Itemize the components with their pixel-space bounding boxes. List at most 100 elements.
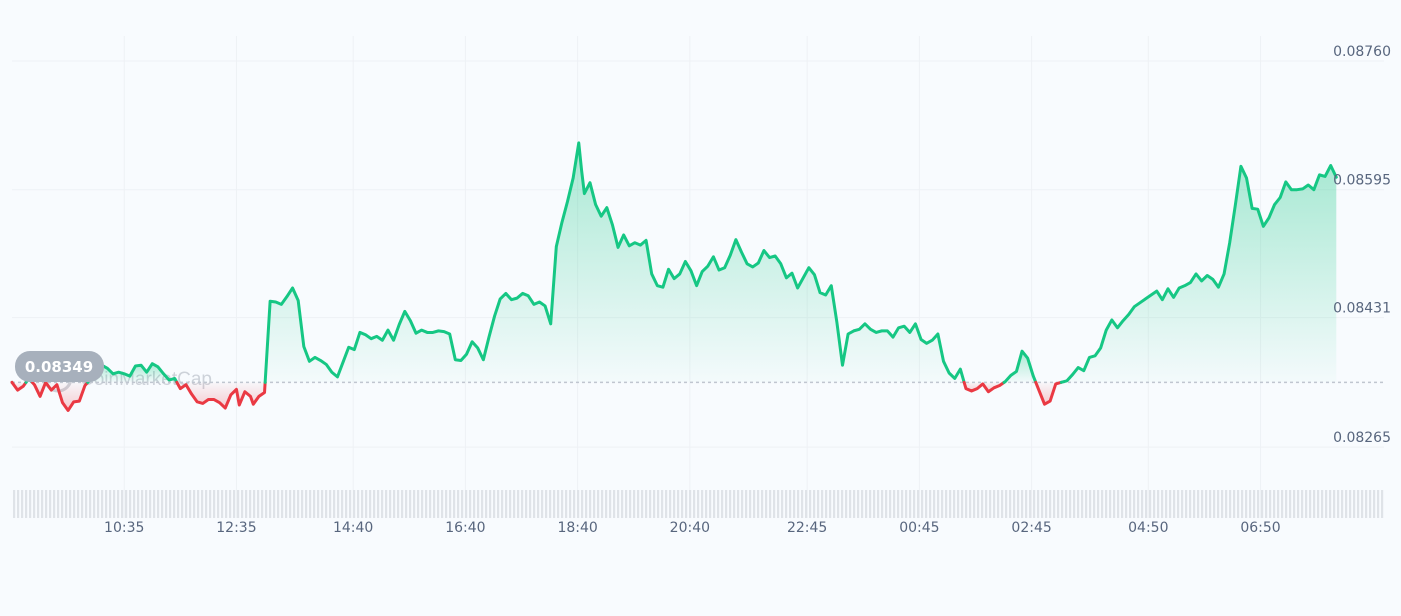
- volume-bar: [1005, 490, 1008, 518]
- volume-bar: [1213, 490, 1216, 518]
- volume-bar: [641, 490, 644, 518]
- volume-bar: [545, 490, 548, 518]
- volume-bar: [765, 490, 768, 518]
- volume-bar: [1277, 490, 1280, 518]
- volume-bar: [381, 490, 384, 518]
- volume-bar: [1301, 490, 1304, 518]
- volume-bar: [1085, 490, 1088, 518]
- volume-bar: [1077, 490, 1080, 518]
- volume-bar: [729, 490, 732, 518]
- volume-bar: [1365, 490, 1368, 518]
- volume-bar: [405, 490, 408, 518]
- price-line-down-3: [30, 380, 48, 398]
- volume-bar: [745, 490, 748, 518]
- volume-bar: [841, 490, 844, 518]
- volume-bar: [733, 490, 736, 518]
- volume-bar: [557, 490, 560, 518]
- volume-bar: [617, 490, 620, 518]
- volume-bar: [505, 490, 508, 518]
- volume-bar: [949, 490, 952, 518]
- volume-bar: [945, 490, 948, 518]
- volume-bar: [977, 490, 980, 518]
- volume-bar: [469, 490, 472, 518]
- volume-bar: [49, 490, 52, 518]
- volume-bar: [685, 490, 688, 518]
- volume-bar: [665, 490, 668, 518]
- volume-bar: [29, 490, 32, 518]
- volume-bar: [717, 490, 720, 518]
- volume-bar: [453, 490, 456, 518]
- volume-bar: [285, 490, 288, 518]
- volume-bar: [97, 490, 100, 518]
- volume-bar: [1013, 490, 1016, 518]
- volume-bar: [501, 490, 504, 518]
- volume-bar: [1289, 490, 1292, 518]
- volume-bar: [457, 490, 460, 518]
- x-tick-label-7: 00:45: [899, 520, 939, 536]
- volume-bar: [901, 490, 904, 518]
- volume-bar: [737, 490, 740, 518]
- volume-bar: [645, 490, 648, 518]
- volume-bar: [981, 490, 984, 518]
- volume-bar: [649, 490, 652, 518]
- volume-bar: [1313, 490, 1316, 518]
- volume-bar: [241, 490, 244, 518]
- volume-bar: [677, 490, 680, 518]
- volume-bar: [361, 490, 364, 518]
- volume-bar: [577, 490, 580, 518]
- volume-bar: [461, 490, 464, 518]
- volume-bar: [321, 490, 324, 518]
- volume-bar: [1021, 490, 1024, 518]
- volume-bar: [353, 490, 356, 518]
- volume-bar: [1149, 490, 1152, 518]
- area-below-reference-5: [45, 382, 88, 411]
- volume-bar: [1321, 490, 1324, 518]
- volume-bar: [637, 490, 640, 518]
- volume-bar: [853, 490, 856, 518]
- volume-bar: [985, 490, 988, 518]
- volume-bar: [1225, 490, 1228, 518]
- y-axis: 0.08760 0.08595 0.08431 0.08265: [1333, 44, 1391, 446]
- y-tick-label-3: 0.08265: [1333, 430, 1391, 446]
- volume-bar: [881, 490, 884, 518]
- volume-bar: [1197, 490, 1200, 518]
- volume-bar: [613, 490, 616, 518]
- volume-bar: [297, 490, 300, 518]
- volume-bar: [341, 490, 344, 518]
- volume-bar: [1253, 490, 1256, 518]
- volume-bar: [421, 490, 424, 518]
- volume-bar: [837, 490, 840, 518]
- y-tick-label-0: 0.08760: [1333, 44, 1391, 60]
- volume-bar: [305, 490, 308, 518]
- volume-bar: [1193, 490, 1196, 518]
- volume-bar: [1257, 490, 1260, 518]
- volume-bars: [13, 490, 1384, 518]
- x-tick-label-9: 04:50: [1128, 520, 1168, 536]
- volume-bar: [1337, 490, 1340, 518]
- volume-bar: [1269, 490, 1272, 518]
- x-tick-label-5: 20:40: [670, 520, 710, 536]
- volume-bar: [1081, 490, 1084, 518]
- volume-bar: [1073, 490, 1076, 518]
- volume-bar: [597, 490, 600, 518]
- volume-bar: [493, 490, 496, 518]
- volume-bar: [849, 490, 852, 518]
- volume-bar: [885, 490, 888, 518]
- volume-bar: [189, 490, 192, 518]
- volume-bar: [1377, 490, 1380, 518]
- volume-bar: [785, 490, 788, 518]
- volume-bar: [269, 490, 272, 518]
- volume-bar: [349, 490, 352, 518]
- volume-bar: [57, 490, 60, 518]
- volume-bar: [485, 490, 488, 518]
- volume-bar: [605, 490, 608, 518]
- volume-bar: [865, 490, 868, 518]
- volume-bar: [521, 490, 524, 518]
- volume-bar: [413, 490, 416, 518]
- reference-price-badge: 0.08349: [15, 351, 104, 382]
- volume-bar: [69, 490, 72, 518]
- volume-bar: [1233, 490, 1236, 518]
- volume-bar: [529, 490, 532, 518]
- volume-bar: [725, 490, 728, 518]
- volume-bar: [1113, 490, 1116, 518]
